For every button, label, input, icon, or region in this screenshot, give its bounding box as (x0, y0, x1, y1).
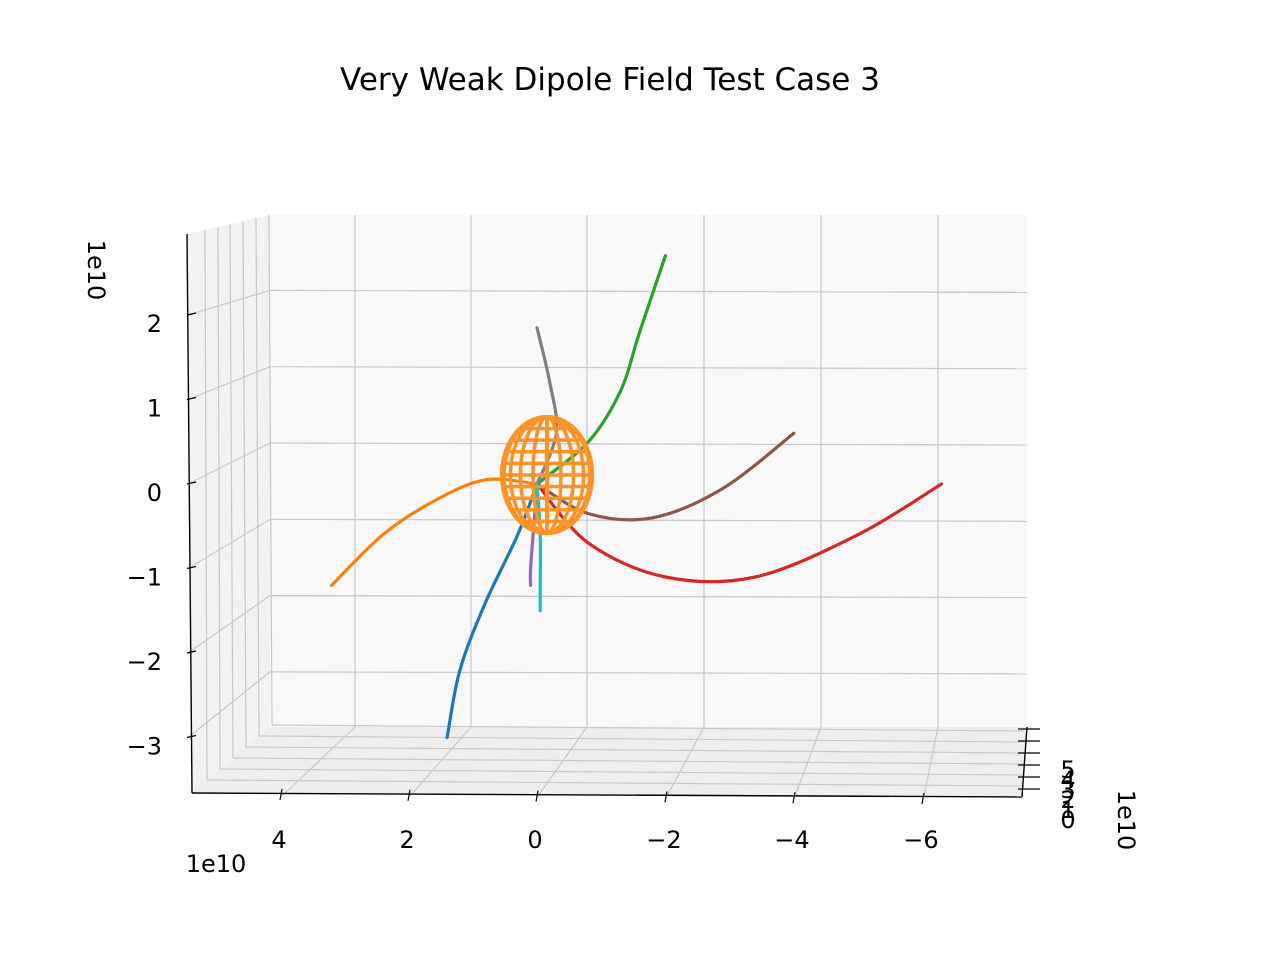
x-tick-label: 2 (399, 826, 414, 854)
z-tick-mark (186, 650, 197, 654)
z-tick-label: 0 (147, 479, 162, 507)
grid-line (187, 442, 271, 485)
grid-line (271, 724, 1025, 732)
x-tick-label: 0 (527, 826, 542, 854)
grid-line (204, 229, 208, 781)
x-tick-group: 4 2 0 −2 −4 −6 (271, 788, 939, 854)
y-tick-label: 4 (1060, 766, 1075, 794)
z-tick-mark (186, 312, 197, 316)
y-tick-label: 2 (1060, 786, 1075, 814)
grid-line (255, 217, 260, 737)
z-tick-group: 2 1 0 −1 −2 −3 (127, 310, 197, 761)
grid-line (269, 289, 1028, 293)
x-axis-line (191, 792, 1023, 798)
grid-line (269, 671, 1028, 675)
grid-line (229, 223, 234, 759)
x-tick-mark (664, 791, 668, 803)
back-pane (270, 215, 1027, 727)
z-tick-mark (186, 481, 197, 485)
grid-line (206, 779, 1025, 787)
z-tick-mark (186, 734, 197, 739)
z-tick-label: −3 (127, 733, 162, 761)
x-tick-mark (535, 790, 539, 802)
floor-pane (192, 727, 1027, 797)
z-offset-text: 1e10 (82, 240, 110, 301)
z-tick-mark (186, 396, 197, 401)
y-tick-label: 1 (1060, 796, 1075, 824)
grid-line (269, 594, 1028, 599)
grid-line (269, 518, 1028, 522)
grid-line (258, 735, 1025, 743)
x-tick-mark (279, 788, 283, 801)
x-tick-mark (792, 792, 796, 804)
z-tick-label: −2 (127, 648, 162, 676)
series-line (535, 482, 944, 584)
grid-line (409, 726, 472, 797)
x-tick-label: −4 (774, 826, 809, 854)
y-tick-label: 5 (1060, 756, 1075, 784)
z-tick-label: −1 (127, 564, 162, 592)
x-tick-label: −6 (903, 826, 938, 854)
grid-line (219, 768, 1025, 776)
grid-line (187, 671, 271, 738)
x-tick-mark (921, 792, 925, 805)
grid-line (187, 518, 271, 570)
grid-line (269, 442, 1028, 446)
grid-line (187, 595, 271, 654)
sphere-wireframe (499, 414, 595, 536)
x-tick-mark (407, 789, 411, 801)
grid-lines (187, 214, 1028, 797)
grid-line (281, 726, 356, 797)
z-axis-line (186, 233, 193, 794)
grid-line (923, 726, 939, 797)
grid-line (268, 214, 273, 726)
y-offset-text: 1e10 (1112, 790, 1140, 851)
x-tick-label: −2 (646, 826, 681, 854)
y-axis-line (1021, 726, 1028, 798)
z-tick-mark (186, 565, 197, 570)
z-tick-label: 1 (147, 395, 162, 423)
sphere-outline (499, 414, 595, 536)
left-pane (187, 215, 270, 793)
x-offset-text: 1e10 (186, 850, 247, 878)
y-tick-label: 3 (1060, 776, 1075, 804)
grid-line (269, 366, 1028, 370)
x-tick-label: 4 (271, 826, 286, 854)
series-line (535, 482, 543, 613)
y-tick-label: 0 (1060, 806, 1075, 834)
grid-line (245, 746, 1025, 754)
grid-line (242, 220, 247, 748)
chart-title: Very Weak Dipole Field Test Case 3 (340, 62, 880, 98)
z-tick-label: 2 (147, 310, 162, 338)
grid-line (217, 226, 221, 770)
grid-line (232, 757, 1025, 765)
